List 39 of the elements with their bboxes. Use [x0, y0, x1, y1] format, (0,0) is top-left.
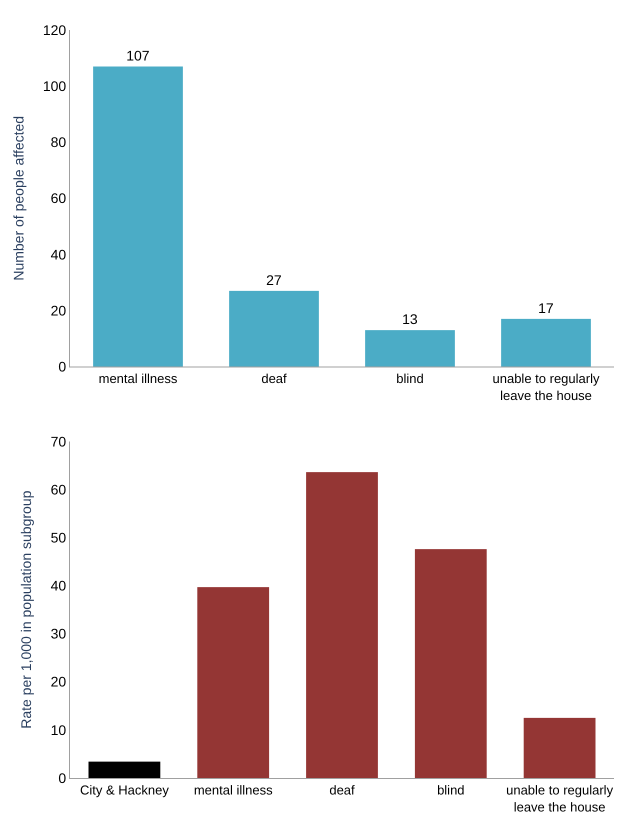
bar — [306, 472, 378, 778]
y-tick-label: 60 — [50, 481, 66, 498]
bar — [93, 66, 183, 367]
x-tick-label: deaf — [261, 371, 288, 386]
data-label: 13 — [402, 311, 418, 328]
data-label: 107 — [126, 47, 150, 64]
bar — [414, 549, 487, 778]
y-tick-label: 40 — [50, 246, 66, 262]
bar — [524, 718, 596, 778]
y-tick-label: 30 — [50, 626, 66, 642]
x-tick-label: mental illness — [98, 371, 178, 386]
y-tick-label: 80 — [50, 134, 66, 150]
y-axis-title: Rate per 1,000 in population subgroup — [18, 490, 34, 729]
y-tick-label: 0 — [58, 358, 66, 374]
x-tick-label: mental illness — [194, 782, 274, 798]
bar — [365, 330, 455, 367]
y-tick-label: 70 — [50, 433, 66, 450]
x-tick-label: blind — [437, 782, 465, 798]
x-tick-label: blind — [396, 371, 424, 386]
y-tick-label: 40 — [50, 578, 66, 594]
bar — [88, 762, 160, 778]
y-tick-label: 120 — [42, 22, 66, 38]
y-tick-label: 20 — [50, 302, 66, 318]
y-tick-label: 50 — [50, 529, 66, 546]
bar — [501, 318, 591, 367]
x-tick-label: deaf — [329, 782, 356, 798]
bar — [197, 587, 270, 778]
x-tick-label: unable to regularly leave the house — [492, 371, 600, 404]
y-axis-title: Number of people affected — [10, 116, 26, 281]
y-tick-label: 60 — [50, 190, 66, 206]
x-tick-label: City & Hackney — [80, 782, 170, 798]
y-tick-label: 100 — [42, 78, 66, 94]
y-tick-label: 20 — [50, 674, 66, 690]
bar — [229, 290, 319, 367]
y-tick-label: 10 — [50, 722, 66, 738]
x-tick-label: unable to regularly leave the house — [506, 782, 614, 814]
data-label: 27 — [266, 272, 282, 288]
y-tick-label: 0 — [58, 770, 66, 786]
data-label: 17 — [538, 300, 554, 316]
